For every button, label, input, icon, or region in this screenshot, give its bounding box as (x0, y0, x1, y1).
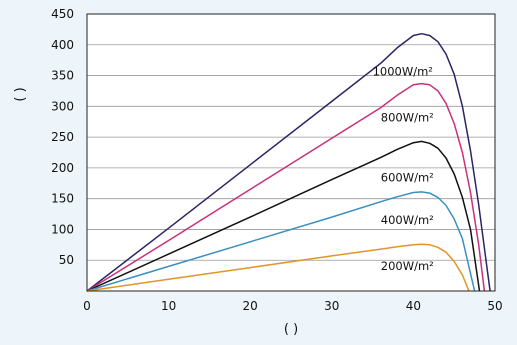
series-line (86, 32, 491, 292)
series-label: 600W/m² (381, 170, 434, 184)
series-line (86, 191, 476, 292)
series-label: 800W/m² (381, 111, 434, 125)
x-tick-label: 10 (161, 299, 176, 313)
y-tick-label: 250 (51, 130, 74, 144)
x-tick-label: 50 (487, 299, 502, 313)
x-tick-label: 20 (243, 299, 258, 313)
series-line (86, 140, 481, 292)
series-labels: 1000W/m² 800W/m² 600W/m² 400W/m² 200W/m² (373, 65, 434, 274)
y-tick-label: 150 (51, 192, 74, 206)
series-line (86, 82, 486, 292)
x-axis-ticks: 0 10 20 30 40 50 (83, 299, 502, 313)
y-tick-label: 50 (59, 253, 74, 267)
x-tick-label: 30 (324, 299, 339, 313)
y-tick-label: 400 (51, 38, 74, 52)
x-tick-label: 40 (406, 299, 421, 313)
series-label: 1000W/m² (373, 65, 433, 79)
y-tick-label: 300 (51, 99, 74, 113)
y-tick-label: 200 (51, 161, 74, 175)
y-tick-label: 450 (51, 7, 74, 21)
series-layer (86, 32, 491, 292)
series-line (86, 243, 470, 292)
y-axis-ticks: 50 100 150 200 250 300 350 400 450 (51, 7, 74, 267)
series-label: 400W/m² (381, 213, 434, 227)
plot-frame (86, 13, 496, 292)
x-tick-label: 0 (83, 299, 91, 313)
y-tick-label: 100 (51, 222, 74, 236)
y-tick-label: 350 (51, 69, 74, 83)
x-axis-label: ( ) (284, 322, 298, 337)
plot-area (87, 14, 495, 291)
y-axis-label: ( ) (13, 87, 28, 101)
series-label: 200W/m² (381, 259, 434, 273)
